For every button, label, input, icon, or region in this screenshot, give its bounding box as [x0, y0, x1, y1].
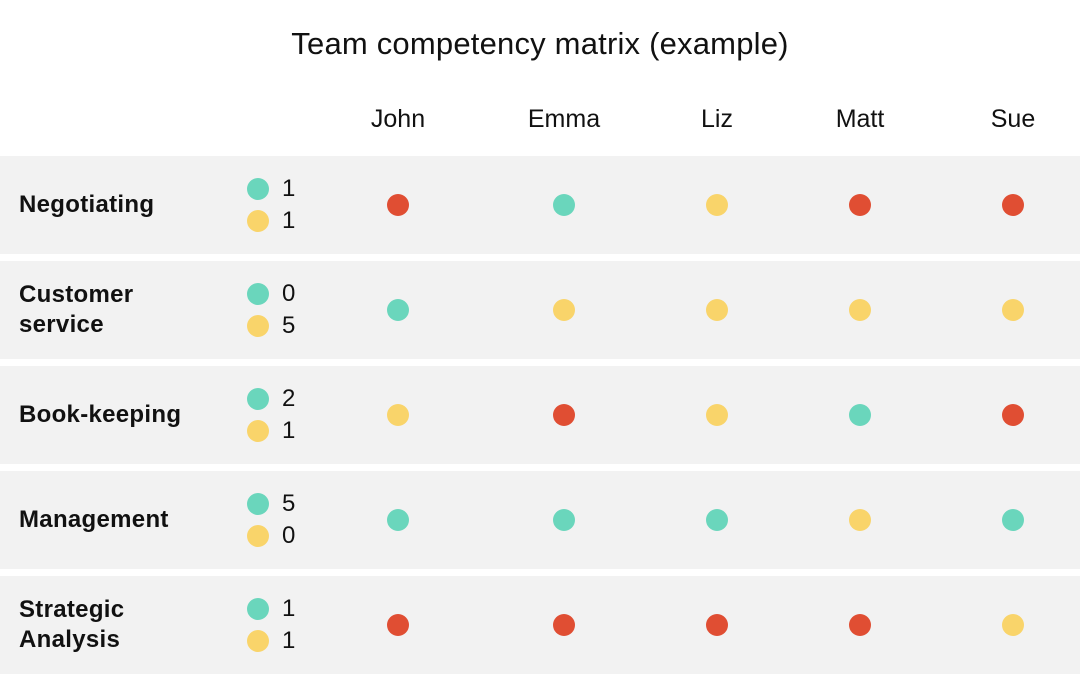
rating-ok-dot-icon: [553, 299, 575, 321]
chart-title: Team competency matrix (example): [291, 26, 789, 61]
rating-ok-dot-icon: [387, 404, 409, 426]
yellow-count-value: 5: [282, 312, 296, 339]
matrix-row: Negotiating 1 1: [0, 156, 1080, 254]
rating-ok-dot-icon: [849, 299, 871, 321]
green-count: 0: [247, 278, 295, 310]
green-count-value: 5: [282, 490, 296, 517]
rating-good-dot-icon: [706, 509, 728, 531]
yellow-dot-icon: [247, 630, 269, 652]
rating-ok-dot-icon: [706, 299, 728, 321]
rating-poor-dot-icon: [387, 194, 409, 216]
rating-ok-dot-icon: [706, 194, 728, 216]
column-header-liz: Liz: [701, 105, 733, 133]
skill-label: Management: [19, 506, 169, 533]
column-header-emma: Emma: [527, 105, 601, 133]
column-header-john: John: [370, 105, 426, 133]
yellow-count-value: 0: [282, 522, 296, 549]
rating-poor-dot-icon: [387, 614, 409, 636]
rating-ok-dot-icon: [1002, 614, 1024, 636]
yellow-count-value: 1: [282, 627, 296, 654]
rating-poor-dot-icon: [553, 404, 575, 426]
rating-good-dot-icon: [553, 194, 575, 216]
green-count: 2: [247, 383, 295, 415]
rating-poor-dot-icon: [849, 614, 871, 636]
rating-good-dot-icon: [387, 299, 409, 321]
green-count: 5: [247, 488, 295, 520]
skill-label: Customer service: [19, 281, 134, 338]
yellow-dot-icon: [247, 525, 269, 547]
rating-ok-dot-icon: [849, 509, 871, 531]
yellow-count: 1: [247, 625, 295, 657]
green-dot-icon: [247, 493, 269, 515]
yellow-count: 5: [247, 310, 295, 342]
green-dot-icon: [247, 598, 269, 620]
matrix-row: Strategic Analysis 1 1: [0, 576, 1080, 674]
matrix-row: Customer service 0 5: [0, 261, 1080, 359]
green-count-value: 1: [282, 595, 296, 622]
green-dot-icon: [247, 178, 269, 200]
yellow-count: 0: [247, 520, 295, 552]
skill-label: Strategic Analysis: [19, 596, 125, 653]
rating-good-dot-icon: [553, 509, 575, 531]
yellow-dot-icon: [247, 315, 269, 337]
green-count: 1: [247, 593, 295, 625]
rating-good-dot-icon: [849, 404, 871, 426]
rating-ok-dot-icon: [1002, 299, 1024, 321]
green-count-value: 2: [282, 385, 296, 412]
green-count-value: 0: [282, 280, 296, 307]
rating-ok-dot-icon: [706, 404, 728, 426]
green-count-value: 1: [282, 175, 296, 202]
yellow-count-value: 1: [282, 417, 296, 444]
column-header-sue: Sue: [990, 105, 1036, 133]
green-dot-icon: [247, 388, 269, 410]
rating-poor-dot-icon: [553, 614, 575, 636]
yellow-count: 1: [247, 415, 295, 447]
rating-poor-dot-icon: [1002, 194, 1024, 216]
green-count: 1: [247, 173, 295, 205]
rating-poor-dot-icon: [706, 614, 728, 636]
rating-good-dot-icon: [387, 509, 409, 531]
rating-good-dot-icon: [1002, 509, 1024, 531]
yellow-count: 1: [247, 205, 295, 237]
rating-poor-dot-icon: [1002, 404, 1024, 426]
skill-label: Book-keeping: [19, 401, 182, 428]
yellow-dot-icon: [247, 420, 269, 442]
matrix-row: Book-keeping 2 1: [0, 366, 1080, 464]
green-dot-icon: [247, 283, 269, 305]
yellow-dot-icon: [247, 210, 269, 232]
yellow-count-value: 1: [282, 207, 296, 234]
rating-poor-dot-icon: [849, 194, 871, 216]
matrix-row: Management 5 0: [0, 471, 1080, 569]
column-header-matt: Matt: [835, 105, 885, 133]
skill-label: Negotiating: [19, 191, 155, 218]
